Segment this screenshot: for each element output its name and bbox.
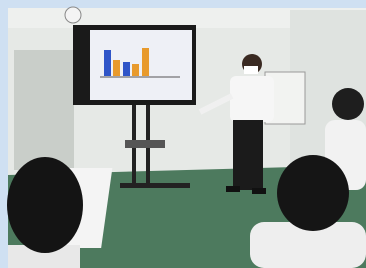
listener-head bbox=[7, 157, 83, 253]
photo bbox=[0, 0, 366, 268]
stand-shelf bbox=[125, 140, 165, 148]
shoe bbox=[252, 188, 266, 194]
listener-head bbox=[277, 155, 349, 231]
screen-bar bbox=[132, 64, 139, 76]
screen-bar bbox=[142, 48, 149, 76]
presenter-shirt bbox=[230, 76, 274, 122]
screen-bar bbox=[104, 50, 111, 76]
page: (() => { const data = JSON.parse(documen… bbox=[0, 0, 366, 268]
screen-bar bbox=[123, 62, 130, 76]
stand-base bbox=[120, 183, 190, 188]
listener-head bbox=[332, 88, 364, 120]
screen-bar bbox=[113, 60, 120, 76]
mask bbox=[244, 66, 258, 74]
shoe bbox=[226, 186, 240, 192]
cabinet bbox=[14, 50, 74, 170]
clock bbox=[65, 7, 81, 23]
presenter-pants bbox=[233, 120, 263, 190]
